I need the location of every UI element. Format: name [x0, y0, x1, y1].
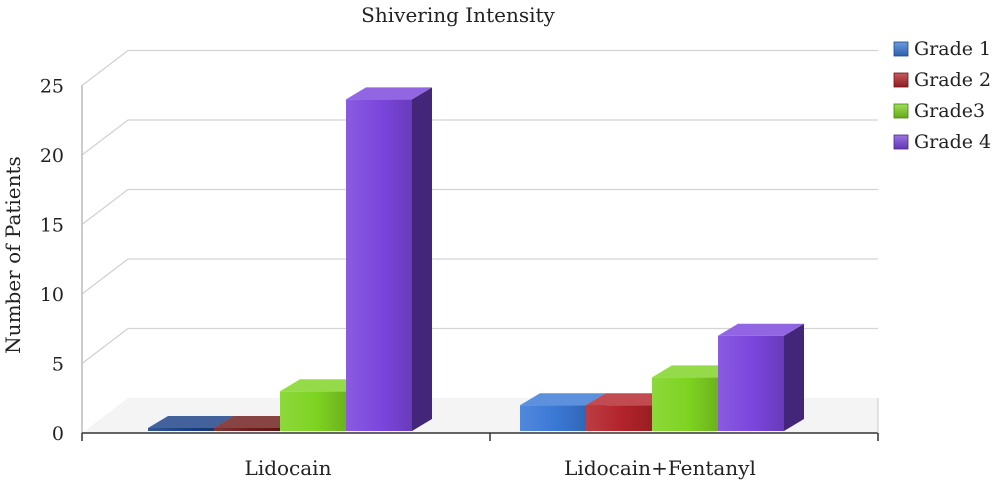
gridline-diagonal — [81, 50, 129, 86]
gridline-diagonal — [81, 258, 129, 295]
y-tick-label: 25 — [40, 76, 64, 98]
y-tick-label: 10 — [40, 284, 64, 306]
y-tick-label: 5 — [52, 354, 64, 376]
bar — [718, 323, 804, 431]
gridline-diagonal — [81, 189, 129, 225]
bar-top — [148, 416, 234, 428]
bar-side — [784, 323, 804, 431]
bars — [148, 87, 804, 432]
bar-front — [652, 377, 718, 431]
bar-front — [586, 405, 652, 431]
legend-label: Grade3 — [914, 100, 985, 122]
legend: Grade 1 Grade 2 Grade3 Grade 4 — [893, 38, 991, 153]
legend-swatch — [893, 41, 909, 57]
bar-top — [346, 87, 432, 100]
bar-front — [718, 335, 784, 431]
y-tick-label: 0 — [52, 423, 64, 445]
x-category-label: Lidocain+Fentanyl — [564, 456, 756, 480]
grid-lines — [81, 49, 878, 364]
bar-side — [412, 87, 432, 432]
bar-top — [718, 323, 804, 336]
legend-label: Grade 2 — [914, 69, 991, 91]
bar — [346, 87, 432, 432]
bar-front — [346, 99, 412, 432]
legend-swatch — [893, 103, 909, 119]
gridline-diagonal — [81, 328, 129, 364]
legend-swatch — [893, 72, 909, 88]
bar-front — [280, 391, 346, 431]
bar-top — [586, 393, 672, 406]
category-labels: Lidocain Lidocain+Fentanyl — [245, 456, 756, 480]
bar-top — [214, 416, 300, 428]
bar-top — [652, 365, 738, 378]
y-axis-label: Number of Patients — [1, 156, 25, 354]
bar-front — [520, 405, 586, 431]
bar-front — [214, 428, 280, 431]
y-tick-label: 20 — [40, 145, 64, 167]
y-tick-label: 15 — [40, 215, 64, 237]
legend-swatch — [893, 134, 909, 150]
bar-top — [280, 379, 366, 392]
legend-label: Grade 4 — [914, 131, 991, 153]
bar-front — [148, 428, 214, 431]
x-category-label: Lidocain — [245, 456, 332, 480]
bar-top — [520, 393, 606, 406]
gridline-diagonal — [81, 119, 129, 156]
y-tick-labels: 0 5 10 15 20 25 — [40, 76, 64, 446]
chart-title: Shivering Intensity — [361, 3, 555, 27]
legend-label: Grade 1 — [914, 38, 991, 60]
